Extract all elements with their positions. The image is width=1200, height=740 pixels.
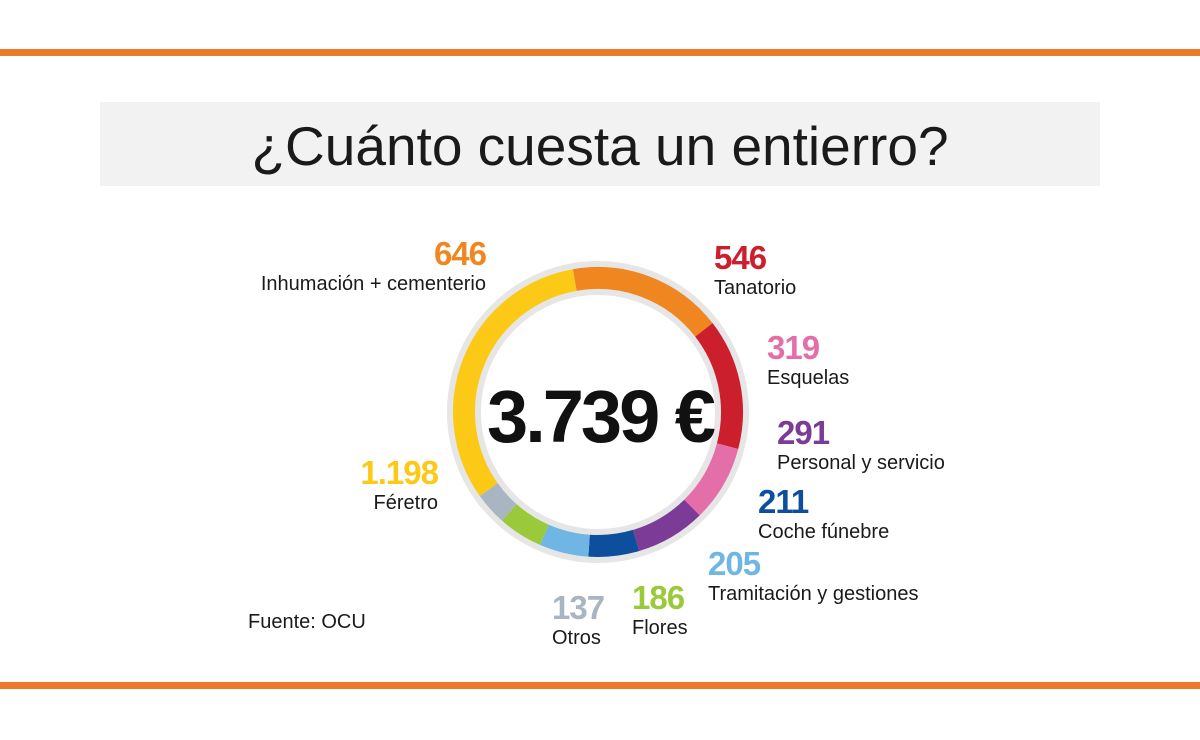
donut-segment-otros: [479, 482, 517, 521]
value-tanatorio: 546: [714, 239, 767, 276]
label-flores: 186 Flores: [632, 580, 688, 640]
name-esquelas: Esquelas: [767, 367, 850, 389]
name-feretro: Féretro: [373, 492, 438, 514]
name-coche: Coche fúnebre: [758, 521, 890, 543]
donut-segment-coche: [588, 529, 640, 557]
label-inhumacion: 646 Inhumación + cementerio: [236, 235, 487, 296]
top-orange-rule: [0, 49, 1200, 56]
value-otros: 137: [552, 589, 605, 626]
bottom-orange-rule: [0, 682, 1200, 689]
label-otros: 137 Otros: [552, 589, 605, 650]
value-esquelas: 319: [767, 329, 820, 366]
label-tramitacion: 205 Tramitación y gestiones: [708, 546, 918, 606]
value-flores: 186: [632, 579, 685, 616]
name-flores: Flores: [632, 617, 688, 639]
value-inhumacion: 646: [433, 235, 487, 272]
label-personal: 291 Personal y servicio: [777, 415, 945, 475]
donut-segment-tanatorio: [695, 323, 743, 449]
total-amount: 3.739 €: [487, 375, 716, 458]
label-coche: 211 Coche fúnebre: [758, 484, 889, 544]
donut-segment-feretro: [453, 269, 577, 496]
name-inhumacion: Inhumación + cementerio: [260, 273, 486, 295]
donut-segments: [453, 267, 743, 557]
name-otros: Otros: [552, 627, 601, 649]
value-feretro: 1.198: [360, 454, 439, 491]
page-title: ¿Cuánto cuesta un entierro?: [251, 115, 949, 177]
value-coche: 211: [758, 483, 809, 520]
donut-segment-personal: [632, 499, 700, 552]
label-tanatorio: 546 Tanatorio: [714, 240, 796, 300]
value-tramitacion: 205: [708, 545, 761, 582]
donut-segment-flores: [501, 503, 550, 545]
donut-segment-inhumacion: [572, 267, 713, 337]
name-personal: Personal y servicio: [777, 452, 945, 474]
value-personal: 291: [777, 414, 830, 451]
title-band: [100, 102, 1100, 186]
source-note: Fuente: OCU: [248, 611, 366, 633]
name-tramitacion: Tramitación y gestiones: [708, 583, 919, 605]
donut-segment-tramitacion: [540, 524, 591, 557]
donut-segment-esquelas: [684, 443, 739, 516]
label-feretro: 1.198 Féretro: [336, 454, 439, 515]
label-esquelas: 319 Esquelas: [767, 330, 849, 390]
name-tanatorio: Tanatorio: [714, 277, 797, 299]
